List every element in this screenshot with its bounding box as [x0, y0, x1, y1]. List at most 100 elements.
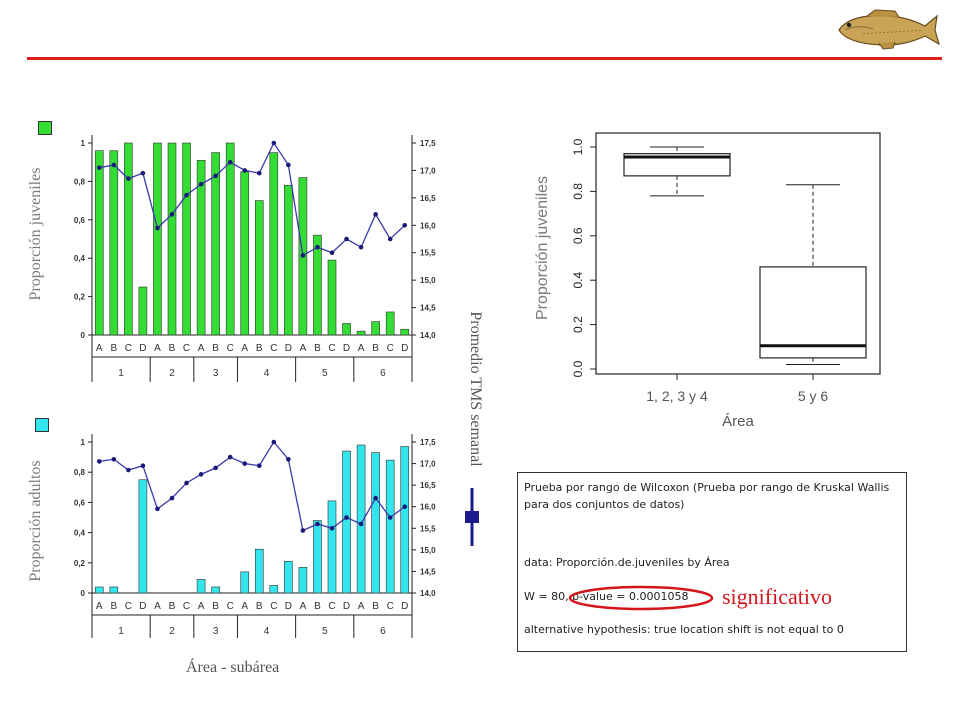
- subarea-label: C: [328, 343, 335, 354]
- fish-icon: [838, 9, 940, 50]
- bar: [153, 142, 162, 336]
- bar: [356, 444, 366, 594]
- y2-tick-label: 16,0: [420, 221, 436, 230]
- bar: [371, 321, 380, 336]
- y2-tick-label: 15,5: [420, 249, 436, 258]
- subarea-label: A: [241, 343, 248, 354]
- subarea-label: B: [169, 343, 176, 354]
- tms-point: [373, 495, 378, 501]
- tms-point: [402, 222, 408, 228]
- subarea-label: A: [241, 601, 248, 612]
- bar: [167, 142, 177, 336]
- tms-point: [315, 521, 320, 527]
- tms-point: [387, 236, 393, 242]
- tms-line: [99, 440, 406, 532]
- y-tick-label: 0,4: [74, 529, 86, 538]
- bar: [269, 152, 279, 336]
- juveniles-ylabel: Proporción juveniles: [27, 167, 44, 301]
- tms-axis-label: Promedio TMS semanal: [467, 311, 484, 467]
- tms-point: [242, 461, 248, 466]
- bar: [94, 150, 104, 336]
- bar: [385, 459, 395, 594]
- adultos-legend-square: [35, 418, 49, 432]
- y-tick-label: 0,6: [74, 498, 86, 507]
- tms-point: [155, 506, 160, 512]
- y-axis-label: Proporción juveniles: [534, 176, 551, 320]
- juveniles-bar-chart: 0 0,2 0,4 0,6 0,8 1 14,0 14,5 15,0 15,5 16,0 16,5 17…: [74, 135, 436, 382]
- bar: [254, 200, 264, 336]
- tms-point: [213, 465, 218, 471]
- tms-point: [96, 459, 102, 464]
- subarea-label: A: [154, 343, 161, 354]
- bar: [109, 586, 119, 594]
- tms-point: [402, 504, 408, 510]
- adultos-ylabel: Proporción adultos: [27, 460, 44, 582]
- bar: [284, 184, 293, 336]
- subarea-label: D: [285, 601, 292, 612]
- subarea-label: A: [358, 343, 365, 354]
- subarea-label: C: [387, 601, 394, 612]
- tms-point: [256, 170, 262, 176]
- subarea-label: A: [96, 343, 103, 354]
- tms-point: [344, 515, 349, 520]
- x-axis-label: Área: [722, 413, 754, 430]
- category-label: 1, 2, 3 y 4: [646, 388, 708, 404]
- y-tick-label: 0: [81, 589, 86, 598]
- area-label: 6: [380, 368, 386, 379]
- tms-legend-marker: [465, 488, 479, 546]
- significance-label: significativo: [722, 584, 832, 609]
- left-xlabel: Área - subárea: [186, 659, 280, 676]
- area-label: 5: [322, 626, 328, 637]
- bar: [138, 479, 148, 594]
- subarea-label: B: [212, 601, 219, 612]
- y-tick-label: 0,8: [74, 177, 86, 186]
- bar: [211, 152, 220, 336]
- tms-point: [140, 463, 146, 469]
- tms-point: [358, 244, 364, 250]
- y2-tick-label: 15,0: [420, 546, 436, 555]
- area-label: 5: [322, 368, 328, 379]
- bar: [124, 142, 133, 336]
- area-label: 1: [118, 368, 124, 379]
- y-tick-label: 0.8: [571, 183, 585, 200]
- category-label: 5 y 6: [798, 388, 829, 404]
- tms-point: [387, 515, 393, 520]
- subarea-label: C: [183, 343, 190, 354]
- subarea-label: B: [314, 601, 321, 612]
- subarea-label: D: [139, 601, 146, 612]
- subarea-label: A: [300, 601, 307, 612]
- tms-point: [271, 140, 277, 146]
- tms-point: [227, 159, 233, 165]
- tms-point: [126, 467, 131, 473]
- subarea-label: B: [110, 343, 117, 354]
- subarea-label: C: [328, 601, 335, 612]
- subarea-label: C: [387, 343, 394, 354]
- bar: [327, 259, 337, 336]
- subarea-label: C: [125, 343, 132, 354]
- subarea-label: A: [300, 343, 307, 354]
- bar: [298, 567, 308, 594]
- bar: [400, 446, 410, 594]
- y2-tick-label: 16,0: [420, 503, 436, 512]
- bar: [182, 142, 191, 336]
- subarea-label: C: [270, 343, 277, 354]
- subarea-label: D: [139, 343, 146, 354]
- subarea-label: D: [401, 343, 408, 354]
- subarea-label: C: [227, 343, 234, 354]
- juveniles-legend-square: [38, 121, 52, 135]
- subarea-label: B: [314, 343, 321, 354]
- tms-point: [111, 456, 117, 462]
- bar: [342, 450, 351, 594]
- bar: [109, 150, 119, 336]
- pvalue-highlight-ellipse: [568, 585, 714, 611]
- tms-point: [300, 253, 306, 258]
- tms-point: [184, 192, 189, 198]
- area-label: 3: [213, 368, 219, 379]
- subarea-label: B: [110, 601, 117, 612]
- subarea-label: D: [401, 601, 408, 612]
- y2-tick-label: 17,5: [420, 438, 436, 447]
- subarea-label: C: [227, 601, 234, 612]
- tms-point: [126, 176, 131, 181]
- bar: [254, 548, 264, 594]
- tms-point: [300, 528, 306, 533]
